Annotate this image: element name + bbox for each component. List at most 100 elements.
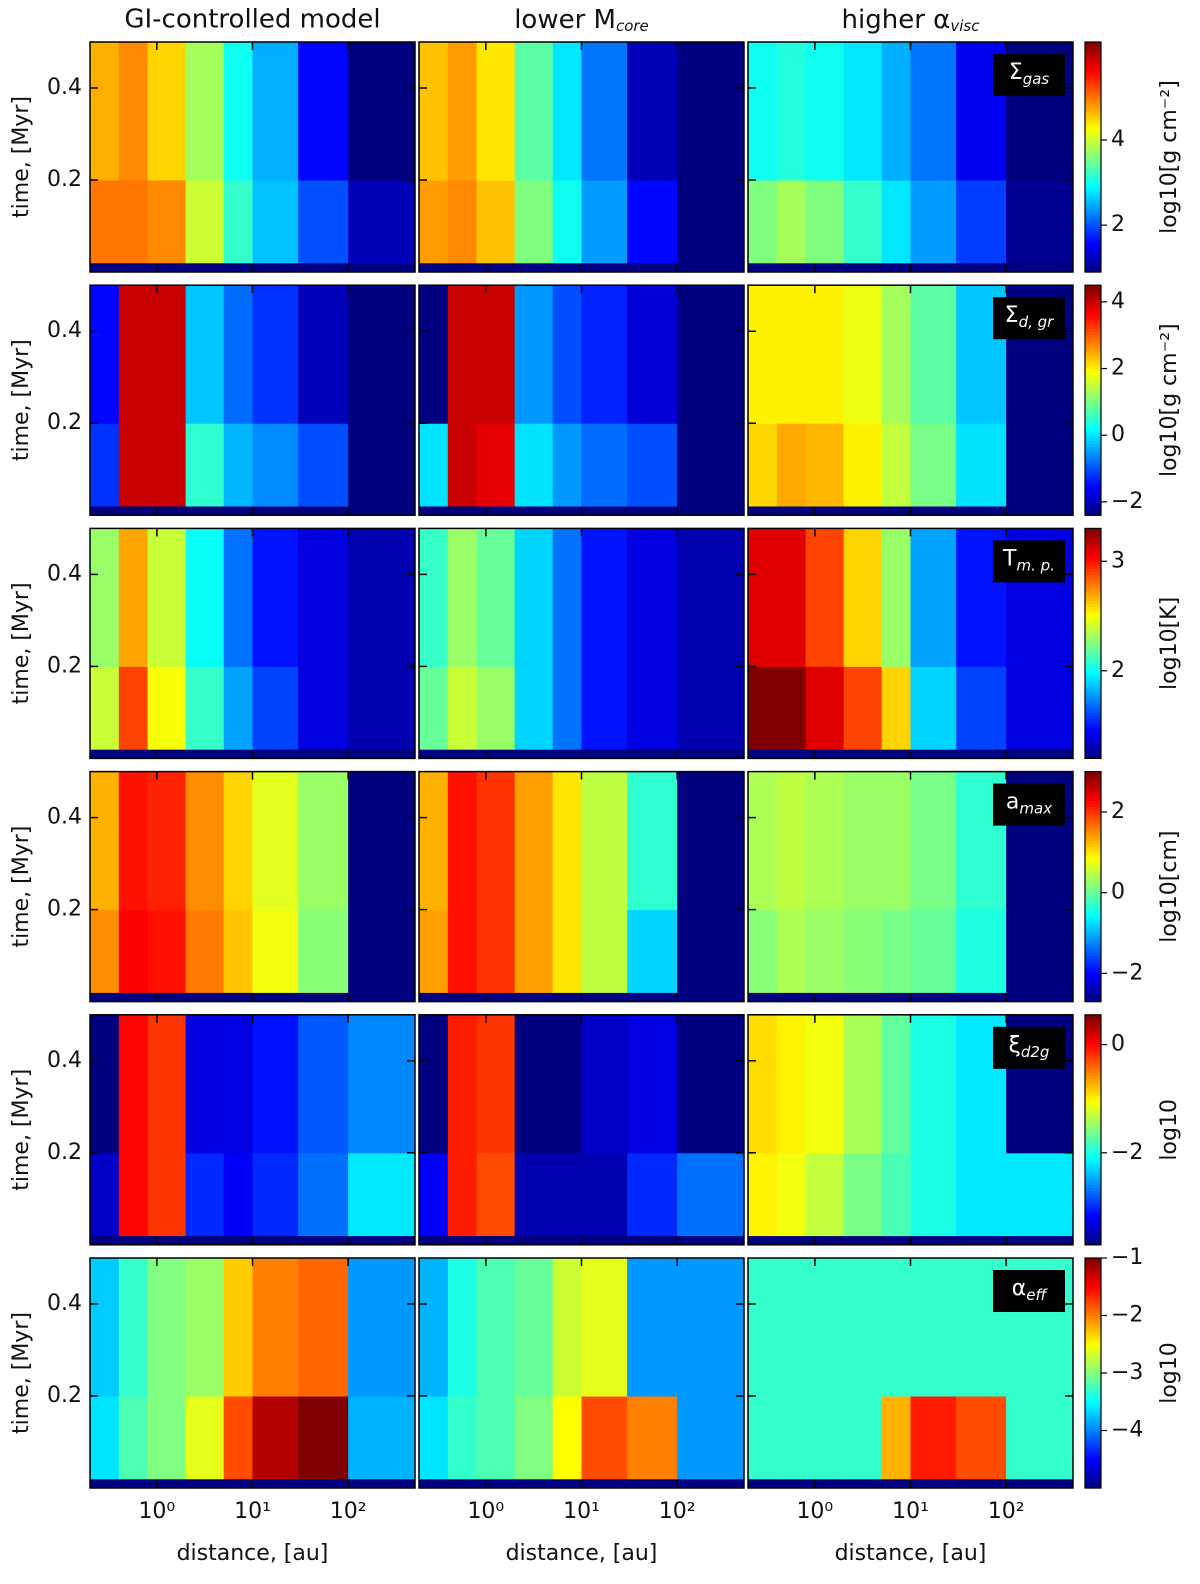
heatmap-cell — [748, 1014, 778, 1154]
colorbar-segment — [1085, 1152, 1101, 1157]
colorbar-segment — [1085, 1017, 1101, 1022]
colorbar-segment — [1085, 1416, 1101, 1420]
colorbar-segment — [1085, 909, 1101, 914]
colorbar-segment — [1085, 1341, 1101, 1345]
heatmap-cell — [223, 1258, 253, 1397]
colorbar-segment — [1085, 128, 1101, 132]
y-axis-label: time, [Myr] — [9, 1069, 34, 1191]
heatmap-cell — [581, 666, 628, 750]
colorbar-segment — [1085, 1207, 1101, 1211]
heatmap-cell — [185, 666, 225, 750]
y-tick-label: 0.4 — [47, 805, 82, 830]
colorbar-tick-label: 0 — [1111, 1032, 1125, 1057]
colorbar-segment — [1085, 388, 1101, 393]
colorbar-segment — [1085, 774, 1101, 778]
colorbar-segment — [1085, 220, 1101, 224]
colorbar-segment — [1085, 200, 1101, 204]
colorbar-segment — [1085, 154, 1101, 158]
colorbar-segment — [1085, 62, 1101, 66]
heatmap-cell — [627, 666, 678, 750]
colorbar-segment — [1085, 1126, 1101, 1131]
quantity-label-box — [993, 54, 1065, 96]
colorbar-segment — [1085, 1462, 1101, 1466]
colorbar-segment — [1085, 875, 1101, 879]
colorbar-segment — [1085, 1233, 1101, 1237]
heatmap-cell — [910, 528, 957, 667]
heatmap-cell — [514, 180, 554, 264]
colorbar-segment — [1085, 1218, 1101, 1223]
heatmap-cell — [447, 180, 478, 264]
colorbar-segment — [1085, 1453, 1101, 1457]
colorbar-segment — [1085, 900, 1101, 905]
heatmap-cell — [581, 180, 628, 264]
quantity-label-box — [993, 540, 1065, 583]
colorbar-segment — [1085, 537, 1101, 541]
colorbar-segment — [1085, 382, 1101, 387]
colorbar-tick-label: −4 — [1111, 1418, 1143, 1443]
colorbar-segment — [1085, 1144, 1101, 1148]
heatmap-cell — [805, 42, 845, 181]
colorbar-segment — [1085, 1164, 1101, 1168]
colorbar-segment — [1085, 1184, 1101, 1188]
colorbar-segment — [1085, 1476, 1101, 1480]
heatmap-cell — [514, 423, 554, 507]
heatmap-cell — [805, 909, 845, 993]
colorbar-segment — [1085, 1275, 1101, 1279]
colorbar-segment — [1085, 935, 1101, 939]
colorbar-segment — [1085, 560, 1101, 564]
colorbar-segment — [1085, 726, 1101, 731]
heatmap-cell — [552, 42, 582, 181]
colorbar-segment — [1085, 1456, 1101, 1460]
heatmap-cell — [805, 1258, 845, 1397]
colorbar-tick-label: 3 — [1111, 548, 1125, 573]
heatmap-cell — [476, 771, 516, 911]
colorbar-segment — [1085, 1037, 1101, 1042]
colorbar-segment — [1085, 1083, 1101, 1088]
heatmap-cell — [118, 1396, 149, 1480]
heatmap-cell — [1006, 1152, 1074, 1237]
colorbar-segment — [1085, 1258, 1101, 1262]
colorbar-segment — [1085, 1121, 1101, 1125]
heatmap-cell — [348, 180, 416, 264]
heatmap-cell — [223, 1152, 253, 1237]
colorbar-segment — [1085, 892, 1101, 896]
colorbar-segment — [1085, 85, 1101, 89]
quantity-label-sub: d2g — [1021, 1042, 1050, 1060]
quantity-label: αeff — [1012, 1276, 1049, 1304]
colorbar-segment — [1085, 1221, 1101, 1226]
colorbar-segment — [1085, 1060, 1101, 1065]
colorbar-segment — [1085, 316, 1101, 321]
heatmap-cell — [956, 909, 1007, 993]
y-tick-label: 0.4 — [47, 75, 82, 100]
colorbar-segment — [1085, 420, 1101, 424]
colorbar-segment — [1085, 1075, 1101, 1079]
colorbar-segment — [1085, 42, 1101, 46]
heatmap-cell — [90, 180, 120, 264]
heatmap-cell — [677, 285, 745, 424]
heatmap-cell — [843, 1152, 883, 1237]
colorbar-segment — [1085, 1384, 1101, 1388]
quantity-label-sub: d, gr — [1019, 313, 1055, 331]
colorbar-tick-label: 2 — [1111, 212, 1125, 237]
heatmap-cell — [581, 1152, 628, 1237]
colorbar-segment — [1085, 1101, 1101, 1105]
colorbar-segment — [1085, 1444, 1101, 1449]
heatmap-cell — [910, 180, 957, 264]
heatmap-cell — [677, 1258, 745, 1397]
colorbar-segment — [1085, 620, 1101, 624]
heatmap-cell — [910, 771, 957, 911]
colorbar-segment — [1085, 1442, 1101, 1446]
heatmap-cell — [298, 909, 349, 993]
colorbar-segment — [1085, 1086, 1101, 1091]
heatmap-cell — [677, 771, 745, 911]
colorbar-segment — [1085, 1338, 1101, 1342]
colorbar-segment — [1085, 1216, 1101, 1220]
heatmap-cell — [185, 285, 225, 424]
colorbar-segment — [1085, 666, 1101, 670]
column-title: lower Mcore — [514, 5, 649, 35]
colorbar-segment — [1085, 171, 1101, 175]
heatmap-cell — [185, 180, 225, 264]
colorbar-segment — [1085, 234, 1101, 239]
colorbar-segment — [1085, 631, 1101, 636]
heatmap-cell — [419, 285, 449, 424]
